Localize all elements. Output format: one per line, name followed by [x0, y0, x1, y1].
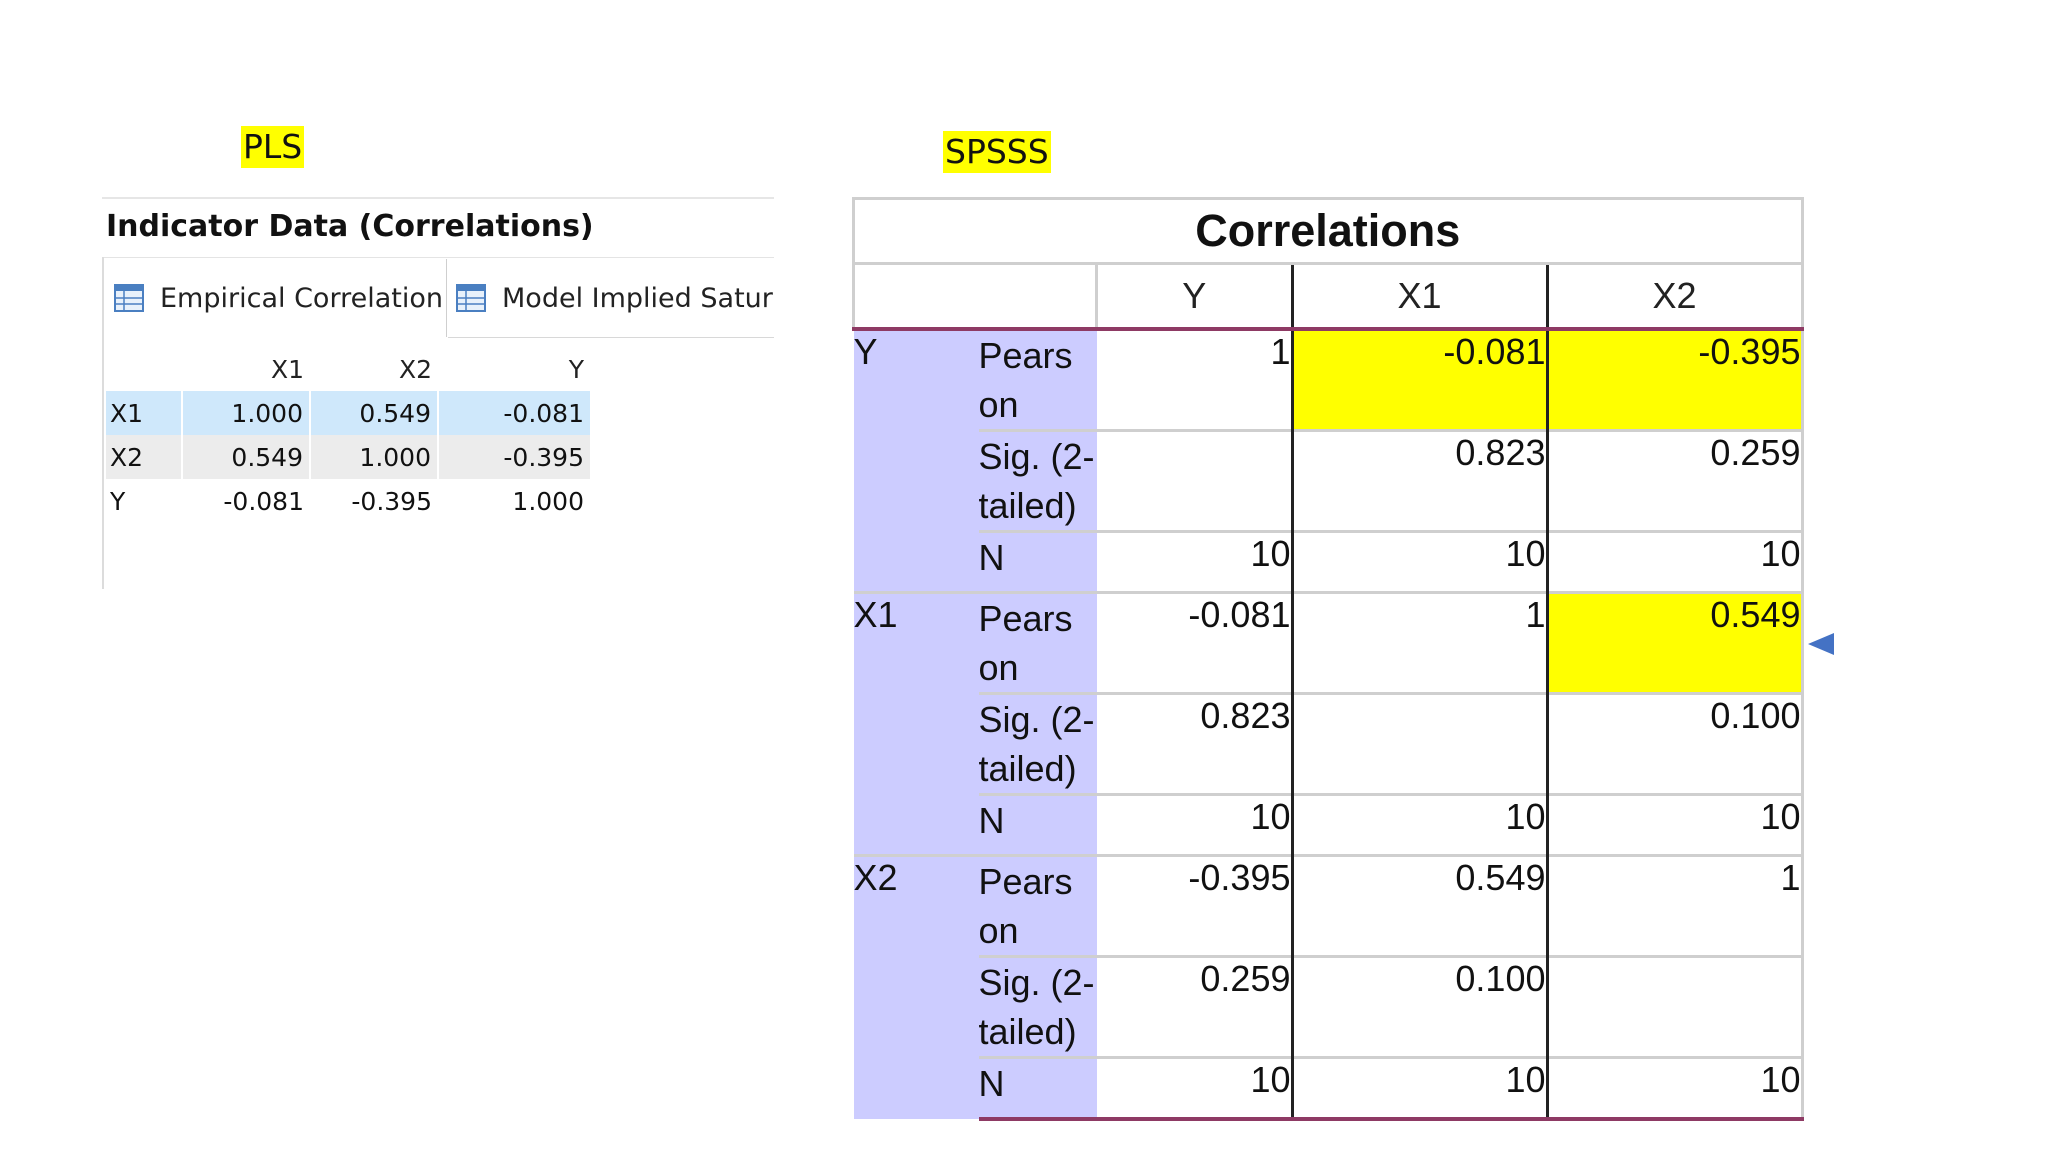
table-cell: 10: [1545, 530, 1804, 593]
column-header[interactable]: Y: [568, 354, 584, 384]
stat-label-sig: Sig. (2- tailed): [978, 429, 1097, 532]
table-cell: 1: [1545, 854, 1804, 957]
stat-label-pearson: Pears on: [978, 329, 1097, 431]
spss-label: SPSSS: [943, 131, 1051, 173]
stat-label-pearson: Pears on: [978, 854, 1097, 957]
spss-header-row: Y X1 X2: [852, 262, 1804, 331]
table-cell: 10: [1096, 793, 1292, 856]
pls-correlation-table: X1 X2 Y X1 1.000 0.549 -0.081 X2 0.549 1…: [106, 347, 590, 523]
table-cell: 1: [1290, 591, 1547, 694]
table-cell: 0.549: [1290, 854, 1547, 957]
spss-correlations-table: Correlations Y X1 X2 Y Pears on 1 -0.081…: [852, 197, 1804, 1121]
table-cell: 0.259: [1545, 429, 1804, 532]
table-icon: [114, 284, 144, 312]
spss-row-n: N 10 10 10: [854, 530, 1804, 593]
row-header: X2: [106, 435, 183, 479]
table-cell[interactable]: -0.081: [182, 479, 310, 523]
spss-table-title: Correlations: [852, 197, 1804, 262]
table-cell: 0.259: [1096, 955, 1292, 1058]
table-cell[interactable]: -0.081: [438, 391, 590, 435]
table-cell[interactable]: -0.395: [438, 435, 590, 479]
stat-label-sig: Sig. (2- tailed): [978, 955, 1097, 1058]
spss-row-n: N 10 10 10: [854, 793, 1804, 856]
panel-divider: [102, 257, 774, 258]
table-cell: [1096, 429, 1292, 532]
column-header[interactable]: X1: [270, 354, 304, 384]
pls-panel: Indicator Data (Correlations) Empirical …: [102, 197, 774, 589]
stat-label-n: N: [978, 1056, 1097, 1121]
column-header: Y: [1096, 262, 1292, 331]
table-cell: 0.823: [1290, 429, 1547, 532]
table-cell[interactable]: 0.549: [182, 435, 311, 479]
corner-cell: [852, 262, 1098, 331]
arrow-left-icon: [1808, 633, 1834, 655]
pls-label: PLS: [241, 126, 305, 168]
row-header: Y: [106, 479, 182, 523]
table-cell: 10: [1290, 530, 1547, 593]
table-cell: [1290, 692, 1547, 795]
highlighted-cell: -0.081: [1290, 329, 1547, 431]
table-cell: 10: [1096, 530, 1292, 593]
table-cell: 1: [1270, 331, 1291, 372]
spss-row-sig: Sig. (2- tailed) 0.259 0.100: [854, 955, 1804, 1058]
column-header: X1: [1290, 262, 1547, 331]
table-cell: 0.100: [1545, 692, 1804, 795]
tab-empirical-correlation[interactable]: Empirical Correlation ...: [106, 259, 447, 337]
tab-label: Model Implied Saturat: [502, 282, 774, 314]
spss-row-pearson: Y Pears on 1 -0.081 -0.395: [853, 329, 1804, 593]
table-icon: [456, 284, 486, 312]
table-cell: 10: [1290, 793, 1547, 856]
table-row[interactable]: X2 0.549 1.000 -0.395: [106, 435, 590, 479]
tab-model-implied-saturated[interactable]: Model Implied Saturat: [448, 259, 774, 338]
spss-row-n: N 10 10 10: [854, 1056, 1804, 1121]
variable-label: X2: [853, 854, 979, 1119]
column-header: X2: [1545, 262, 1804, 331]
stat-label-n: N: [978, 793, 1097, 856]
pls-table-container: X1 X2 Y X1 1.000 0.549 -0.081 X2 0.549 1…: [106, 347, 596, 523]
table-cell: -0.081: [1096, 591, 1292, 694]
table-cell: 10: [1545, 793, 1804, 856]
table-cell: 0.823: [1096, 692, 1292, 795]
table-cell[interactable]: 1.000: [310, 435, 439, 479]
corner-cell: [106, 347, 182, 391]
table-cell: -0.395: [1096, 854, 1292, 957]
highlighted-cell: 0.549: [1545, 591, 1804, 694]
stat-label-pearson: Pears on: [978, 591, 1097, 694]
stat-label-n: N: [978, 530, 1097, 593]
tab-label: Empirical Correlation ...: [160, 282, 447, 314]
stat-label-sig: Sig. (2- tailed): [978, 692, 1097, 795]
highlighted-cell: -0.395: [1545, 329, 1804, 431]
column-header[interactable]: X2: [398, 354, 432, 384]
variable-label: Y: [853, 329, 979, 593]
table-cell: 10: [1096, 1056, 1292, 1121]
variable-label: X1: [853, 591, 979, 856]
panel-top-border: [102, 197, 774, 199]
table-cell: 10: [1290, 1056, 1547, 1121]
table-row[interactable]: X1 1.000 0.549 -0.081: [106, 391, 590, 435]
spss-row-sig: Sig. (2- tailed) 0.823 0.259: [854, 429, 1804, 532]
spss-row-pearson: X2 Pears on -0.395 0.549 1: [853, 854, 1804, 1119]
panel-title: Indicator Data (Correlations): [106, 209, 594, 244]
spss-row-pearson: X1 Pears on -0.081 1 0.549: [853, 591, 1804, 856]
table-cell: [1545, 955, 1804, 1058]
panel-left-border: [102, 257, 104, 589]
table-cell[interactable]: -0.395: [310, 479, 438, 523]
spss-row-sig: Sig. (2- tailed) 0.823 0.100: [854, 692, 1804, 795]
table-cell: 10: [1545, 1056, 1804, 1121]
table-cell: 0.100: [1290, 955, 1547, 1058]
row-header: X1: [106, 391, 183, 435]
table-cell[interactable]: 1.000: [438, 479, 590, 523]
table-header-row: X1 X2 Y: [106, 347, 590, 391]
table-cell[interactable]: 1.000: [182, 391, 311, 435]
table-cell[interactable]: 0.549: [310, 391, 439, 435]
table-row[interactable]: Y -0.081 -0.395 1.000: [106, 479, 590, 523]
